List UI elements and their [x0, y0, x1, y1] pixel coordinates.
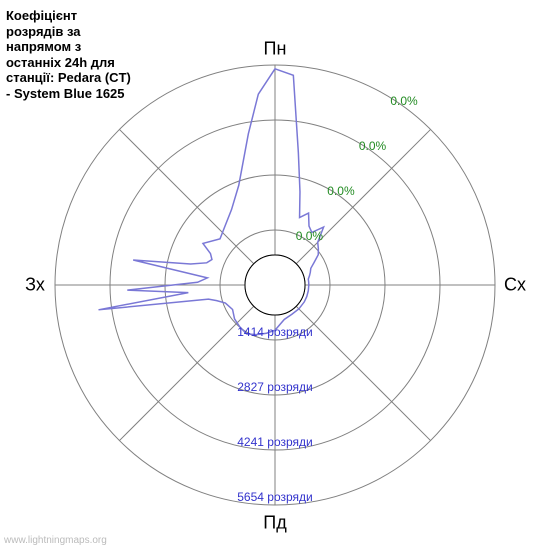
cardinal-e: Сх — [504, 275, 526, 296]
ring-percent-4: 0.0% — [390, 94, 417, 108]
ring-count-2: 2827 розряди — [237, 380, 313, 394]
ring-percent-1: 0.0% — [296, 229, 323, 243]
cardinal-s: Пд — [263, 513, 286, 534]
ring-percent-2: 0.0% — [327, 184, 354, 198]
ring-count-3: 4241 розряди — [237, 435, 313, 449]
credit-text: www.lightningmaps.org — [4, 535, 107, 546]
ring-count-1: 1414 розряди — [237, 325, 313, 339]
cardinal-w: Зх — [25, 275, 45, 296]
ring-count-4: 5654 розряди — [237, 490, 313, 504]
cardinal-n: Пн — [264, 39, 287, 60]
chart-title: Коефіцієнт розрядів за напрямом з останн… — [6, 8, 136, 102]
ring-percent-3: 0.0% — [359, 139, 386, 153]
